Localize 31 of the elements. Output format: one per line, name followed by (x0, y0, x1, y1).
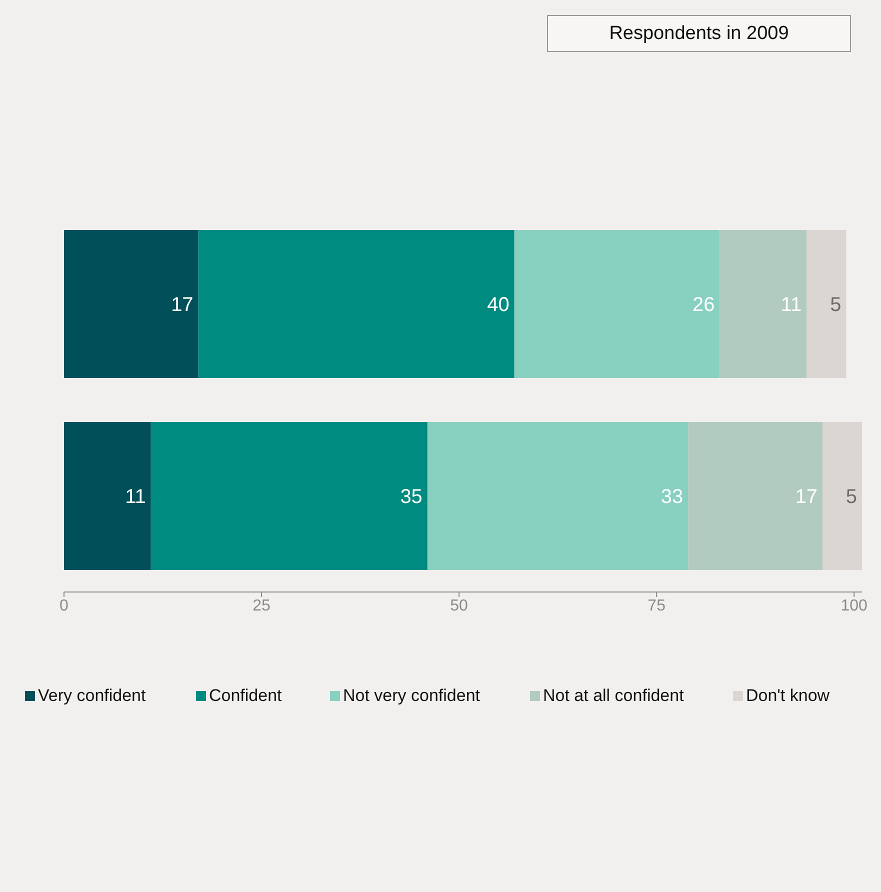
data-label: 5 (846, 486, 857, 508)
data-label: 11 (780, 294, 802, 316)
legend-label: Don't know (746, 686, 830, 706)
x-tick-label: 50 (450, 597, 468, 614)
data-label: 17 (171, 294, 194, 316)
legend-label: Not very confident (343, 686, 480, 706)
data-label: 35 (400, 486, 422, 508)
data-label: 40 (487, 294, 510, 316)
x-tick-label: 25 (252, 597, 271, 614)
legend-label: Not at all confident (543, 686, 684, 706)
data-label: 33 (660, 486, 684, 508)
x-tick-label: 100 (840, 597, 868, 614)
bar (806, 230, 846, 378)
bar (822, 422, 862, 570)
bar (720, 230, 807, 378)
data-label: 26 (692, 294, 715, 316)
data-label: 11 (125, 486, 146, 508)
bar (688, 422, 822, 570)
x-tick-label: 0 (60, 597, 69, 614)
data-label: 17 (795, 486, 818, 508)
x-tick-label: 75 (648, 597, 666, 614)
bar (198, 230, 514, 378)
data-label: 5 (830, 294, 842, 316)
bar (64, 230, 198, 378)
bar (150, 422, 428, 570)
chart-title: Respondents in 2009 (547, 15, 851, 52)
legend-label: Very confident (38, 686, 146, 706)
bar (427, 422, 688, 570)
legend-label: Confident (209, 686, 282, 706)
bar (514, 230, 720, 378)
bar (64, 422, 151, 570)
